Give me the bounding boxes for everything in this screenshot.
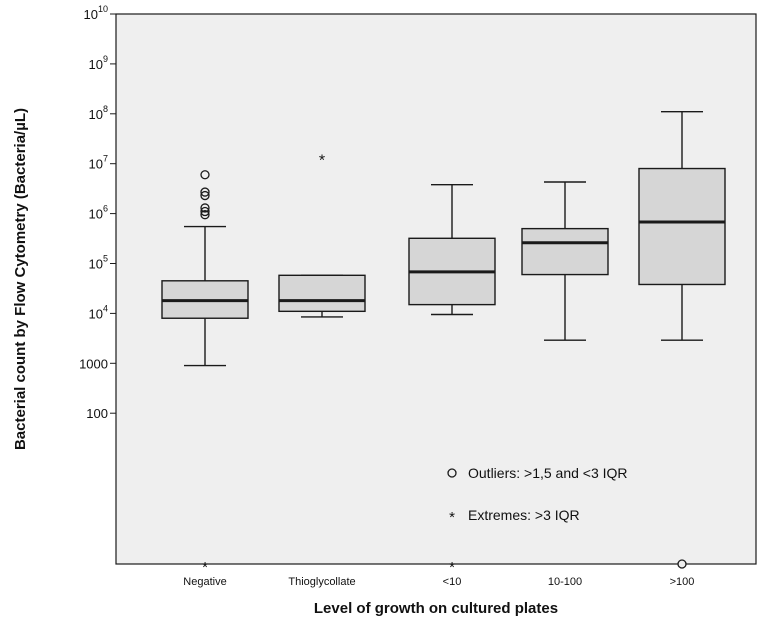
y-tick-label: 1000: [79, 356, 108, 371]
y-tick-label: 104: [89, 303, 108, 321]
extreme-point: *: [449, 559, 455, 576]
x-tick-label: 10-100: [548, 576, 582, 588]
outlier-point: [200, 210, 210, 220]
y-tick-label: 105: [89, 254, 108, 272]
outlier-point: [200, 190, 210, 201]
x-tick-label: >100: [670, 576, 695, 588]
y-tick-label: 1010: [84, 4, 108, 22]
legend-label: Extremes: >3 IQR: [468, 507, 580, 523]
extreme-point: *: [319, 153, 325, 170]
outlier-point: [200, 187, 210, 197]
y-tick-label: 107: [89, 154, 108, 172]
box-group: [638, 111, 726, 569]
y-tick-label: 100: [86, 406, 108, 421]
legend-outlier-symbol: [447, 468, 457, 478]
x-tick-label: <10: [443, 576, 462, 588]
box-group: *: [161, 170, 249, 576]
legend-extreme-symbol: *: [449, 509, 455, 526]
y-axis-title: Bacterial count by Flow Cytometry (Bacte…: [12, 108, 29, 450]
legend-item: Outliers: >1,5 and <3 IQR: [447, 465, 628, 481]
y-tick-label: 109: [89, 54, 108, 72]
box-group: [521, 181, 609, 341]
y-axis: 1010 109 108 107 106 105 104 1000 100: [79, 4, 116, 421]
x-axis-title: Level of growth on cultured plates: [314, 600, 558, 617]
x-tick-label: Thioglycollate: [288, 576, 355, 588]
x-tick-label: Negative: [183, 576, 226, 588]
extreme-point: *: [202, 559, 208, 576]
legend: Outliers: >1,5 and <3 IQR * Extremes: >3 I…: [447, 465, 628, 526]
x-axis: Negative Thioglycollate <10 10-100 >100: [183, 576, 694, 588]
outlier-point: [200, 170, 210, 180]
legend-label: Outliers: >1,5 and <3 IQR: [468, 465, 628, 481]
y-tick-label: 108: [89, 104, 108, 122]
iqr-box: [638, 167, 726, 286]
box-group: *: [278, 153, 366, 318]
iqr-box: [278, 274, 366, 313]
box-group: *: [408, 183, 496, 576]
outlier-point: [677, 559, 687, 569]
box-series: * * *: [161, 111, 726, 576]
outlier-point: [200, 203, 210, 213]
iqr-box: [521, 227, 609, 276]
legend-item: * Extremes: >3 IQR: [449, 507, 580, 526]
y-tick-label: 106: [89, 204, 108, 222]
outlier-point: [200, 206, 210, 217]
